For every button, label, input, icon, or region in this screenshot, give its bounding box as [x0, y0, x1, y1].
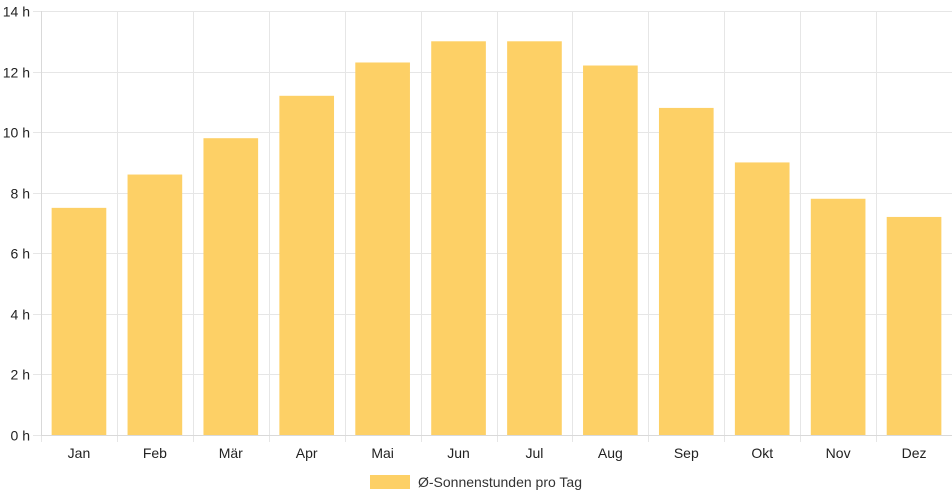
x-tick-label: Apr [296, 445, 318, 461]
bar-apr[interactable] [279, 95, 335, 436]
legend-label[interactable]: Ø-Sonnenstunden pro Tag [418, 474, 582, 490]
x-tick-label: Okt [751, 445, 773, 461]
x-tick-label: Sep [674, 445, 699, 461]
bar-jun[interactable] [431, 41, 486, 436]
bar-feb[interactable] [127, 174, 183, 436]
bar-dez[interactable] [886, 216, 942, 435]
y-axis: 0 h 2 h 4 h 6 h 8 h 10 h 12 h 14 h [3, 4, 42, 444]
y-tick-label: 4 h [11, 307, 30, 323]
x-tick-label: Jun [447, 445, 470, 461]
y-tick-label: 6 h [11, 246, 30, 262]
x-tick-label: Mai [371, 445, 394, 461]
x-tick-label: Aug [598, 445, 623, 461]
y-tick-label: 12 h [3, 65, 30, 81]
bar-nov[interactable] [810, 198, 866, 435]
x-tick-label: Jul [526, 445, 544, 461]
legend[interactable]: Ø-Sonnenstunden pro Tag [370, 474, 582, 490]
grid-layer [33, 11, 952, 442]
y-tick-label: 0 h [11, 428, 30, 444]
bar-mai[interactable] [355, 62, 410, 435]
bar-aug[interactable] [583, 65, 638, 435]
x-axis: Jan Feb Mär Apr Mai Jun Jul Aug Sep Okt Nov Dez [41, 435, 952, 461]
bars-layer [51, 41, 942, 436]
bar-mär[interactable] [203, 138, 259, 435]
legend-swatch[interactable] [370, 475, 410, 489]
y-tick-label: 14 h [3, 4, 30, 20]
x-tick-label: Feb [143, 445, 167, 461]
bar-jan[interactable] [51, 207, 107, 435]
y-tick-label: 2 h [11, 367, 30, 383]
x-tick-label: Dez [902, 445, 927, 461]
y-tick-label: 10 h [3, 125, 30, 141]
x-tick-label: Mär [219, 445, 243, 461]
x-tick-label: Nov [826, 445, 851, 461]
bar-okt[interactable] [734, 162, 790, 435]
bar-jul[interactable] [507, 41, 562, 436]
y-tick-label: 8 h [11, 186, 30, 202]
x-tick-label: Jan [68, 445, 91, 461]
bar-sep[interactable] [658, 107, 714, 436]
